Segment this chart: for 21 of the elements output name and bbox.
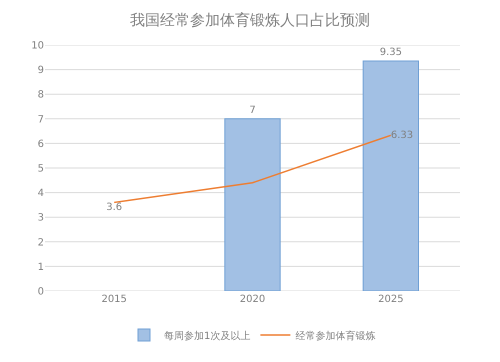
y-tick-label: 1: [38, 262, 44, 273]
y-tick-label: 8: [38, 90, 44, 101]
x-tick-label: 2025: [378, 294, 404, 305]
data-label: 6.33: [390, 130, 414, 141]
legend-label: 每周参加1次及以上: [164, 330, 250, 342]
x-tick-label: 2020: [240, 294, 266, 305]
data-label: 7: [249, 104, 256, 116]
y-tick-label: 5: [38, 164, 44, 174]
y-tick-label: 10: [31, 40, 44, 52]
y-tick-label: 7: [38, 114, 44, 126]
y-tick-label: 2: [38, 237, 44, 248]
y-tick-label: 9: [38, 65, 44, 76]
data-label: 3.6: [106, 202, 122, 213]
y-tick-label: 4: [38, 188, 44, 200]
chart-title: 我国经常参加体育锻炼人口占比预测: [130, 10, 370, 29]
data-label: 9.35: [380, 46, 402, 58]
x-tick-label: 2015: [101, 294, 127, 305]
legend-label: 经常参加体育锻炼: [295, 330, 376, 342]
y-tick-label: 6: [38, 138, 44, 150]
y-tick-label: 0: [38, 286, 44, 298]
y-tick-label: 3: [38, 212, 44, 224]
